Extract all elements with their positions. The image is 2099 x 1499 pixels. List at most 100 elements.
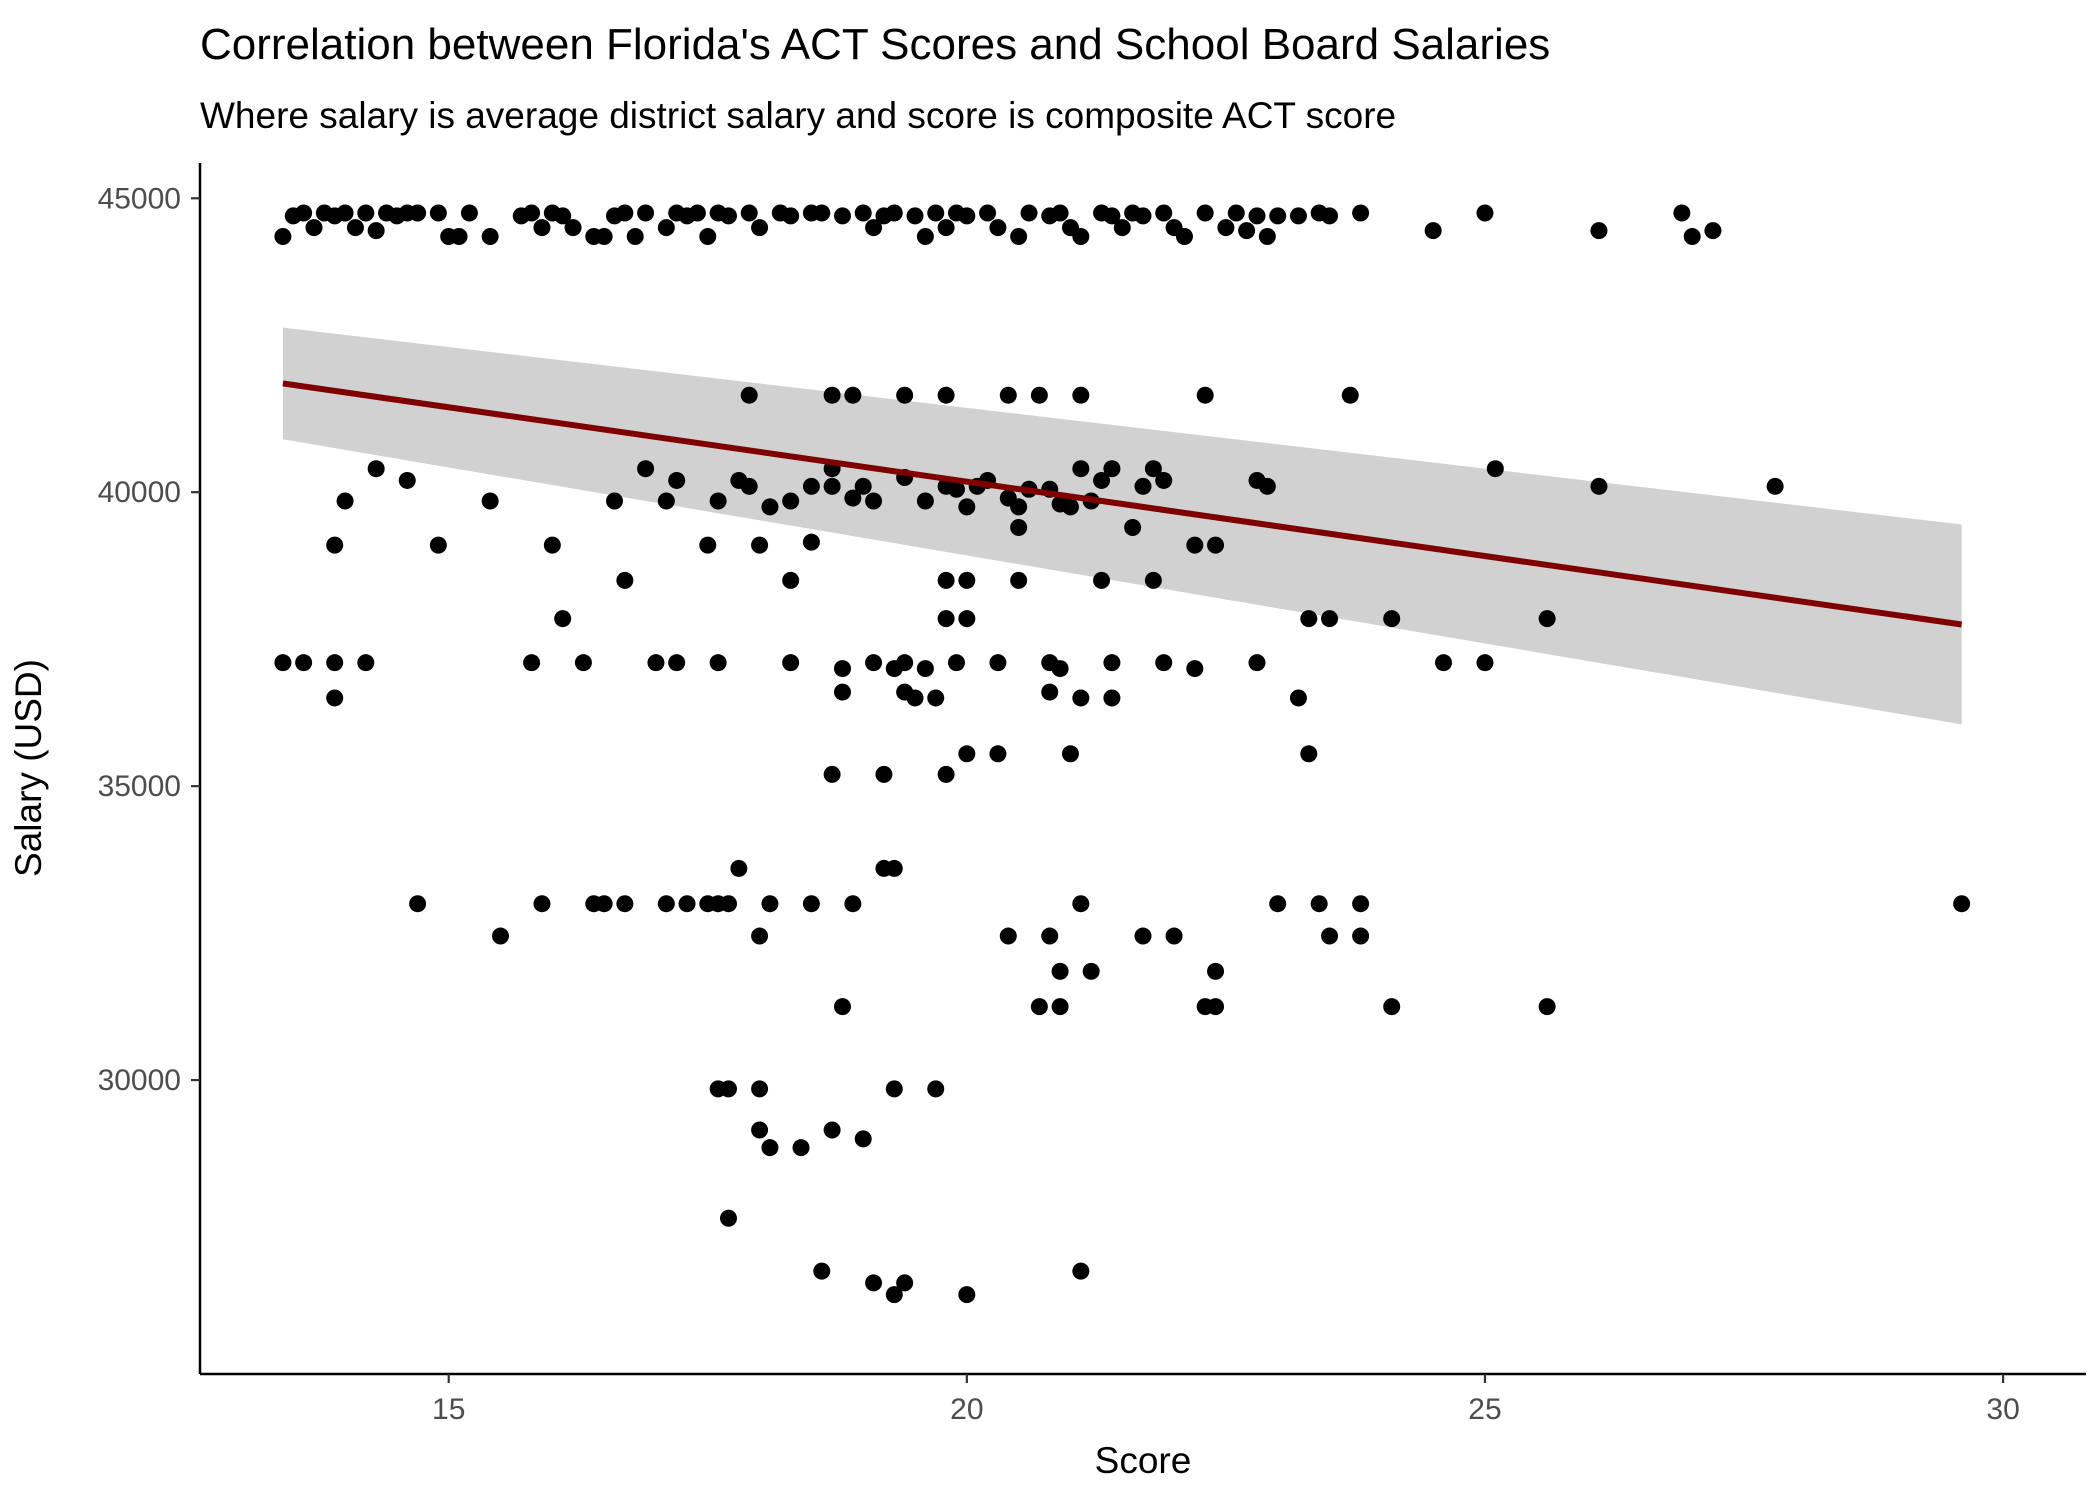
- data-point: [637, 204, 655, 222]
- trend-line: [282, 380, 1963, 628]
- data-point: [647, 654, 665, 672]
- data-point: [336, 204, 354, 222]
- y-axis-title: Salary (USD): [8, 659, 49, 877]
- data-point: [357, 204, 375, 222]
- data-point: [460, 204, 478, 222]
- data-point: [1155, 204, 1173, 222]
- data-point: [1103, 460, 1121, 478]
- data-point: [1072, 1262, 1090, 1280]
- data-point: [896, 654, 914, 672]
- y-tick-label: 45000: [98, 182, 181, 215]
- data-point: [1352, 927, 1370, 945]
- data-point: [854, 477, 872, 495]
- data-point: [782, 571, 800, 589]
- data-point: [906, 689, 924, 707]
- data-point: [688, 204, 706, 222]
- data-point: [979, 204, 997, 222]
- data-point: [958, 1286, 976, 1304]
- data-point: [678, 895, 696, 913]
- data-point: [637, 460, 655, 478]
- data-point: [1124, 518, 1142, 536]
- data-point: [1269, 207, 1287, 225]
- data-point: [1486, 460, 1504, 478]
- data-point: [1010, 571, 1028, 589]
- data-point: [927, 204, 945, 222]
- data-point: [823, 477, 841, 495]
- data-point: [937, 765, 955, 783]
- data-point: [1155, 654, 1173, 672]
- data-point: [699, 227, 717, 245]
- data-point: [937, 386, 955, 404]
- data-point: [616, 204, 634, 222]
- data-point: [1010, 498, 1028, 516]
- data-point: [1175, 227, 1193, 245]
- data-point: [1383, 610, 1401, 628]
- data-point: [1590, 222, 1608, 240]
- data-point: [1238, 222, 1256, 240]
- data-point: [761, 1139, 779, 1157]
- data-point: [616, 895, 634, 913]
- data-point: [844, 895, 862, 913]
- data-point: [1144, 460, 1162, 478]
- x-tick-label: 15: [432, 1393, 465, 1426]
- data-point: [1590, 477, 1608, 495]
- data-point: [668, 471, 686, 489]
- data-point: [761, 498, 779, 516]
- data-point: [875, 765, 893, 783]
- data-point: [564, 219, 582, 237]
- data-point: [865, 654, 883, 672]
- data-point: [1041, 683, 1059, 701]
- data-points: [274, 204, 1971, 1304]
- data-point: [305, 219, 323, 237]
- data-point: [1321, 927, 1339, 945]
- y-axis-ticks: 30000 35000 40000 45000: [98, 182, 200, 1097]
- data-point: [1051, 660, 1069, 678]
- data-point: [802, 533, 820, 551]
- data-point: [481, 227, 499, 245]
- data-point: [802, 895, 820, 913]
- data-point: [989, 654, 1007, 672]
- data-point: [450, 227, 468, 245]
- data-point: [947, 480, 965, 498]
- data-point: [533, 895, 551, 913]
- data-point: [429, 204, 447, 222]
- data-point: [1061, 498, 1079, 516]
- data-point: [709, 654, 727, 672]
- data-point: [429, 536, 447, 554]
- data-point: [657, 895, 675, 913]
- data-point: [1766, 477, 1784, 495]
- y-tick-label: 30000: [98, 1064, 181, 1097]
- data-point: [813, 1262, 831, 1280]
- data-point: [274, 654, 292, 672]
- data-point: [958, 571, 976, 589]
- data-point: [751, 1121, 769, 1139]
- data-point: [1061, 745, 1079, 763]
- data-point: [1258, 227, 1276, 245]
- data-point: [1051, 962, 1069, 980]
- y-tick-label: 40000: [98, 476, 181, 509]
- data-point: [833, 660, 851, 678]
- data-point: [844, 489, 862, 507]
- data-point: [1030, 998, 1048, 1016]
- data-point: [865, 1274, 883, 1292]
- data-point: [751, 536, 769, 554]
- data-point: [782, 492, 800, 510]
- data-point: [916, 660, 934, 678]
- x-tick-label: 30: [1986, 1393, 2019, 1426]
- data-point: [657, 219, 675, 237]
- data-point: [740, 477, 758, 495]
- data-point: [357, 654, 375, 672]
- data-point: [937, 571, 955, 589]
- data-point: [813, 204, 831, 222]
- data-point: [295, 204, 313, 222]
- data-point: [761, 895, 779, 913]
- data-point: [927, 689, 945, 707]
- plot-area: [274, 204, 1971, 1304]
- data-point: [865, 492, 883, 510]
- data-point: [792, 1139, 810, 1157]
- data-point: [1300, 745, 1318, 763]
- data-point: [1072, 460, 1090, 478]
- data-point: [326, 689, 344, 707]
- data-point: [958, 610, 976, 628]
- data-point: [740, 204, 758, 222]
